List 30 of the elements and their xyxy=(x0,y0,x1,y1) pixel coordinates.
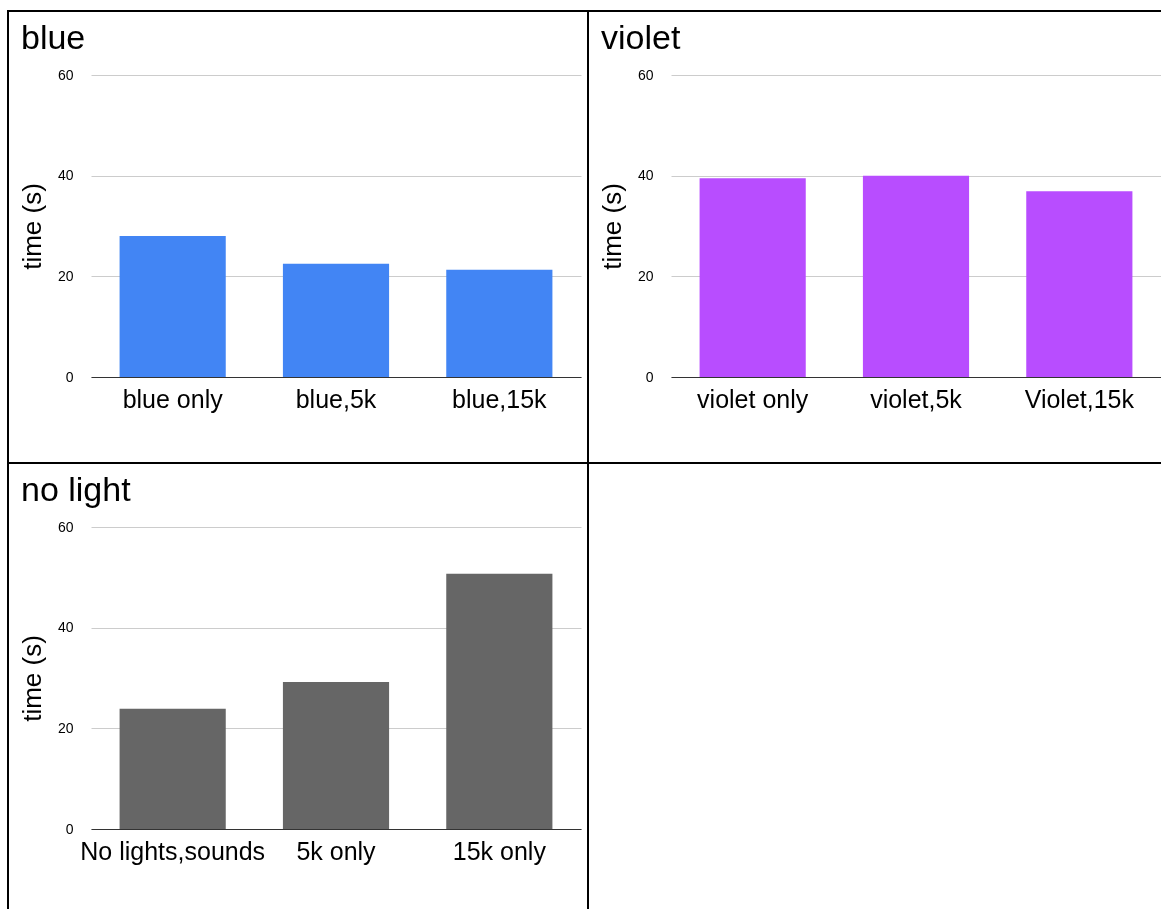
x-tick-label: No lights,sounds xyxy=(80,836,266,865)
y-tick-label: 60 xyxy=(637,66,654,83)
bar xyxy=(446,573,553,829)
y-tick-label: 0 xyxy=(65,368,74,385)
x-tick-label: 15k only xyxy=(452,836,547,865)
y-tick-label: 60 xyxy=(57,518,74,535)
x-tick-label: violet,5k xyxy=(870,384,963,413)
y-tick-label: 0 xyxy=(645,368,654,385)
y-axis-title: time (s) xyxy=(16,183,47,270)
y-axis-title: time (s) xyxy=(16,635,47,722)
y-tick-label: 40 xyxy=(57,619,74,636)
chart-title: blue xyxy=(21,18,86,56)
y-tick-label: 20 xyxy=(637,267,654,284)
y-tick-label: 0 xyxy=(65,820,74,837)
bar xyxy=(119,708,226,829)
bar xyxy=(282,682,390,829)
y-tick-label: 40 xyxy=(637,167,654,184)
y-axis-title: time (s) xyxy=(596,183,627,270)
x-tick-label: Violet,15k xyxy=(1024,384,1135,413)
chart-title: no light xyxy=(21,470,132,508)
x-tick-label: blue,15k xyxy=(452,384,548,413)
y-tick-label: 20 xyxy=(57,267,74,284)
chart-title: violet xyxy=(601,18,681,56)
x-tick-label: violet only xyxy=(697,384,809,413)
x-tick-label: blue only xyxy=(122,384,224,413)
y-tick-label: 40 xyxy=(57,167,74,184)
x-tick-label: 5k only xyxy=(296,836,377,865)
y-tick-label: 60 xyxy=(57,66,74,83)
x-tick-label: blue,5k xyxy=(295,384,377,413)
y-tick-label: 20 xyxy=(57,719,74,736)
